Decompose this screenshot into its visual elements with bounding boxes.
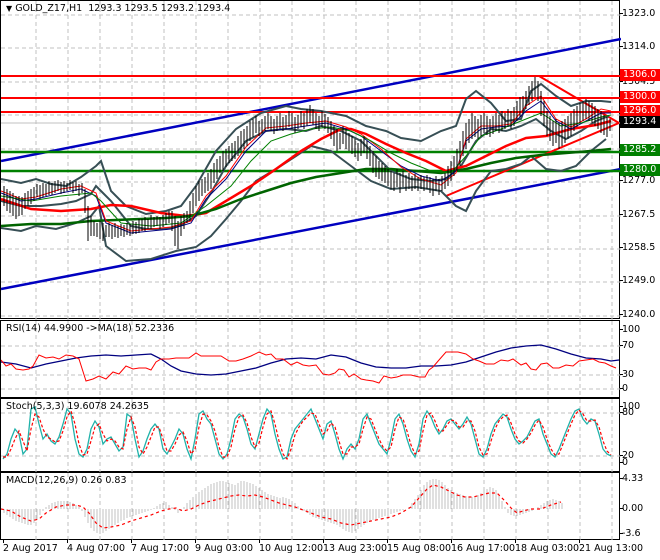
time-label: 2 Aug 2017 (3, 539, 58, 554)
stoch-tick: 0 (619, 457, 629, 468)
time-label: 15 Aug 08:00 (387, 539, 452, 554)
time-label: 13 Aug 23:00 (323, 539, 388, 554)
macd-panel[interactable]: MACD(12,26,9) 0.26 0.83 (0, 472, 620, 541)
price-tick: 1304.5 (619, 76, 656, 87)
level-label-1300: 1300.0 (620, 91, 660, 103)
price-chart-canvas (1, 1, 621, 320)
ma-medium-green (1, 112, 612, 227)
macd-tick: 4.33 (619, 473, 644, 484)
level-label-1296: 1296.0 (620, 105, 660, 117)
price-tick: 1277.0 (619, 175, 656, 186)
level-label-1285: 1285.2 (620, 144, 660, 156)
time-axis[interactable]: 2 Aug 2017 4 Aug 07:00 7 Aug 17:00 9 Aug… (0, 539, 660, 560)
price-axis[interactable]: 1323.0 1314.0 1304.5 1277.0 1267.5 1258.… (619, 0, 660, 320)
rsi-tick: 0 (619, 383, 629, 394)
moving-average-green (1, 147, 612, 228)
stochastic-panel[interactable]: Stoch(5,3,3) 19.6078 24.2635 (0, 398, 621, 473)
time-label: 7 Aug 17:00 (131, 539, 190, 554)
rsi-line (1, 351, 617, 384)
time-label: 10 Aug 12:00 (259, 539, 324, 554)
stoch-axis: 100 80 20 0 (619, 398, 660, 472)
time-label: 21 Aug 13:00 (579, 539, 644, 554)
price-bars (3, 77, 611, 249)
price-tick: 1240.0 (619, 309, 656, 320)
price-tick: 1249.0 (619, 275, 656, 286)
macd-tick: -3.6 (620, 528, 641, 539)
main-chart-panel[interactable]: ▼ GOLD_Z17,H1 1293.3 1293.5 1293.2 1293.… (0, 0, 621, 320)
rsi-tick: 100 (619, 324, 641, 335)
rsi-title: RSI(14) 44.9900 ->MA(18) 52.2336 (6, 323, 175, 334)
triangle-lower-trendline[interactable] (445, 122, 620, 197)
ohlc-values: 1293.3 1293.5 1293.2 1293.4 (88, 3, 231, 14)
stochastic-canvas (1, 399, 621, 473)
macd-canvas (1, 473, 613, 541)
symbol-label: GOLD_Z17,H1 (15, 3, 83, 14)
macd-histogram (3, 479, 563, 534)
ma-fast-blue (1, 100, 611, 234)
grid (1, 321, 621, 399)
rsi-canvas (1, 321, 621, 399)
grid (1, 1, 621, 320)
rsi-tick: 70 (619, 340, 635, 351)
triangle-upper-trendline[interactable] (538, 75, 620, 124)
macd-axis: 4.33 0.00 -3.6 (619, 472, 660, 540)
stoch-main-line (2, 406, 612, 462)
level-label-1280: 1280.0 (620, 164, 660, 176)
rsi-panel[interactable]: RSI(14) 44.9900 ->MA(18) 52.2336 (0, 320, 621, 399)
channel-lower-line[interactable] (1, 167, 621, 291)
time-label: 9 Aug 03:00 (195, 539, 254, 554)
macd-title: MACD(12,26,9) 0.26 0.83 (6, 475, 127, 486)
time-label: 18 Aug 03:00 (515, 539, 580, 554)
price-tick: 1314.0 (619, 41, 656, 52)
macd-signal-line (1, 484, 562, 529)
price-tick: 1267.5 (619, 209, 656, 220)
chart-title: ▼ GOLD_Z17,H1 1293.3 1293.5 1293.2 1293.… (6, 3, 230, 14)
stoch-tick: 100 (619, 401, 641, 412)
triangle-down-icon[interactable]: ▼ (6, 4, 13, 13)
time-label: 4 Aug 07:00 (67, 539, 126, 554)
stoch-tick: 80 (619, 407, 635, 418)
macd-tick: 0.00 (619, 503, 644, 514)
time-label: 16 Aug 17:00 (451, 539, 516, 554)
stoch-tick: 20 (619, 450, 635, 461)
price-tick: 1323.0 (619, 8, 656, 19)
rsi-axis: 100 70 30 0 (619, 320, 660, 398)
last-price-label: 1293.4 (620, 116, 660, 128)
rsi-tick: 30 (619, 369, 635, 380)
price-tick: 1258.5 (619, 242, 656, 253)
channel-upper-line[interactable] (1, 37, 621, 163)
grid (35, 473, 613, 541)
rsi-ma-line (1, 344, 620, 376)
stoch-signal-line (3, 409, 612, 461)
level-label-1306: 1306.0 (620, 69, 660, 81)
stoch-title: Stoch(5,3,3) 19.6078 24.2635 (6, 401, 150, 412)
